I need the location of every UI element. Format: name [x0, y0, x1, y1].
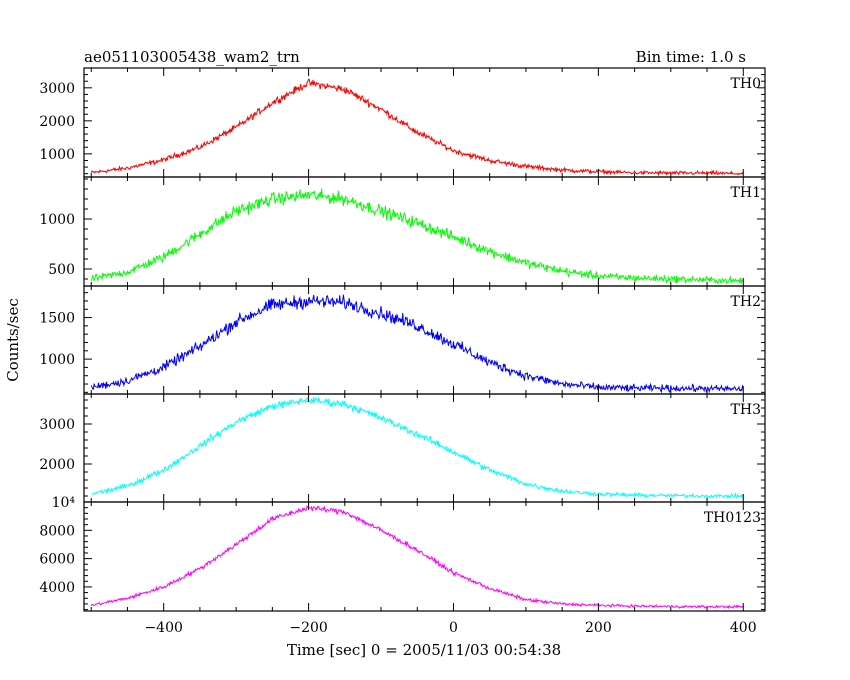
y-tick-label: 500 — [48, 262, 75, 278]
y-tick-label: 1000 — [39, 212, 75, 228]
panel-frame — [83, 67, 766, 178]
x-axis-label: Time [sec] 0 = 2005/11/03 00:54:38 — [287, 641, 561, 659]
chart-title: ae051103005438_wam2_trn — [84, 48, 300, 66]
panel-label-th1: TH1 — [731, 185, 761, 201]
panel-label-th3: TH3 — [731, 402, 761, 418]
panel-frame — [83, 285, 766, 395]
series-line-th0 — [90, 78, 744, 177]
panel-label-th0: TH0 — [731, 76, 761, 92]
series-line-th3 — [91, 396, 744, 500]
y-tick-label: 6000 — [39, 552, 75, 568]
panel-label-th2: TH2 — [731, 294, 761, 310]
x-axis: −400 −200 0 200 400 — [144, 620, 756, 636]
y-tick-label: 1500 — [39, 311, 75, 327]
y-tick-label: 2000 — [39, 114, 75, 130]
y-tick-label: 1000 — [39, 352, 75, 368]
panels-group: 1000 2000 3000 TH0 500 1000 TH1 1000 1500 TH2 2000… — [39, 67, 766, 612]
series-line-th2 — [90, 294, 744, 394]
x-tick-label: 0 — [449, 620, 458, 636]
panel-th3: 2000 3000 TH3 — [39, 393, 766, 503]
bin-time-label: Bin time: 1.0 s — [636, 48, 746, 66]
panel-th0: 1000 2000 3000 TH0 — [39, 67, 766, 178]
y-tick-label: 4000 — [39, 580, 75, 596]
x-tick-label: −400 — [144, 620, 182, 636]
y-axis-label: Counts/sec — [4, 298, 22, 382]
y-tick-label: 3000 — [39, 417, 75, 433]
panel-th1: 500 1000 TH1 — [39, 176, 766, 287]
panel-frame — [83, 501, 766, 612]
y-tick-label: 8000 — [39, 523, 75, 539]
y-tick-label: 1000 — [39, 147, 75, 163]
series-line-th1 — [90, 188, 744, 285]
x-tick-label: 400 — [730, 620, 757, 636]
panel-frame — [83, 393, 766, 503]
panel-label-th0123: TH0123 — [704, 510, 761, 526]
panel-th2: 1000 1500 TH2 — [39, 285, 766, 395]
y-tick-label: 10⁴ — [52, 495, 76, 511]
x-tick-label: 200 — [585, 620, 612, 636]
y-tick-label: 3000 — [39, 81, 75, 97]
panel-th0123: 4000 6000 8000 10⁴ TH0123 — [39, 495, 766, 612]
series-line-th0123 — [90, 504, 744, 610]
x-tick-label: −200 — [289, 620, 327, 636]
panel-frame — [83, 176, 766, 287]
y-tick-label: 2000 — [39, 457, 75, 473]
